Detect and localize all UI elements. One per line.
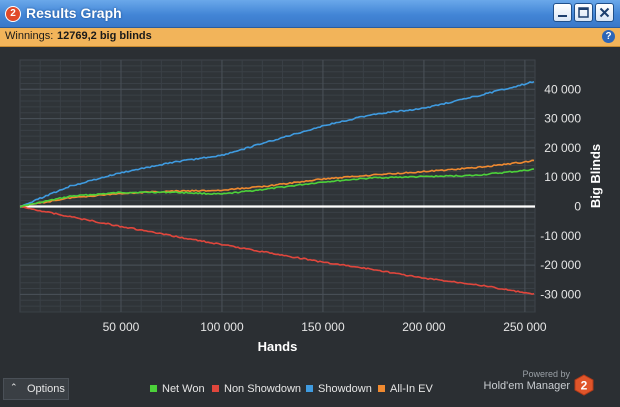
series-line-non-showdown: [19, 205, 535, 295]
y-axis-label: Big Blinds: [588, 144, 603, 208]
series-line-showdown: [19, 80, 535, 208]
y-tick-label: 10 000: [544, 170, 581, 184]
brand-name: Hold'em Manager: [483, 380, 570, 392]
chevron-up-icon: ⌃: [10, 382, 18, 392]
hem-logo-text: 2: [581, 379, 588, 393]
legend-swatch-net-won: [150, 385, 157, 392]
legend-item-non-showdown[interactable]: Non Showdown: [212, 383, 301, 397]
legend-label-non-showdown: Non Showdown: [224, 383, 302, 395]
winnings-bar: Winnings: 12769,2 big blinds ?: [0, 28, 620, 47]
x-tick-label: 250 000: [503, 320, 547, 334]
legend-item-showdown[interactable]: Showdown: [306, 383, 372, 397]
legend-label-net-won: Net Won: [162, 383, 205, 395]
options-button[interactable]: ⌃ Options: [3, 378, 69, 400]
x-tick-label: 100 000: [200, 320, 244, 334]
x-axis-label: Hands: [258, 339, 298, 354]
options-label: Options: [27, 383, 65, 395]
hem-logo-icon: 2: [574, 374, 594, 396]
y-tick-label: -10 000: [540, 229, 581, 243]
legend-swatch-all-in-ev: [378, 385, 385, 392]
x-tick-label: 150 000: [301, 320, 345, 334]
powered-by-text: Powered by: [522, 369, 570, 379]
legend-item-net-won[interactable]: Net Won: [150, 383, 205, 397]
minimize-button[interactable]: [553, 3, 572, 22]
maximize-icon: [578, 7, 589, 18]
close-button[interactable]: [595, 3, 614, 22]
legend-label-showdown: Showdown: [318, 383, 372, 395]
window-title: Results Graph: [26, 5, 122, 21]
app-icon: 2: [5, 6, 21, 22]
title-bar[interactable]: 2 Results Graph: [0, 0, 620, 28]
y-tick-label: 30 000: [544, 112, 581, 126]
legend-label-all-in-ev: All-In EV: [390, 383, 433, 395]
legend-swatch-showdown: [306, 385, 313, 392]
question-icon[interactable]: ?: [602, 30, 615, 43]
y-tick-label: 20 000: [544, 141, 581, 155]
winnings-value: 12769,2 big blinds: [57, 30, 152, 42]
y-tick-label: -20 000: [540, 258, 581, 272]
maximize-button[interactable]: [574, 3, 593, 22]
close-icon: [599, 7, 610, 18]
winnings-label: Winnings:: [5, 30, 54, 42]
minimize-icon: [558, 15, 567, 17]
x-tick-label: 200 000: [402, 320, 446, 334]
legend-item-all-in-ev[interactable]: All-In EV: [378, 383, 433, 397]
y-tick-label: 40 000: [544, 82, 581, 96]
x-tick-label: 50 000: [103, 320, 140, 334]
y-tick-label: -30 000: [540, 287, 581, 301]
y-tick-label: 0: [574, 200, 581, 214]
series-line-net-won: [19, 168, 535, 208]
plot-area: [19, 59, 536, 313]
legend-swatch-non-showdown: [212, 385, 219, 392]
